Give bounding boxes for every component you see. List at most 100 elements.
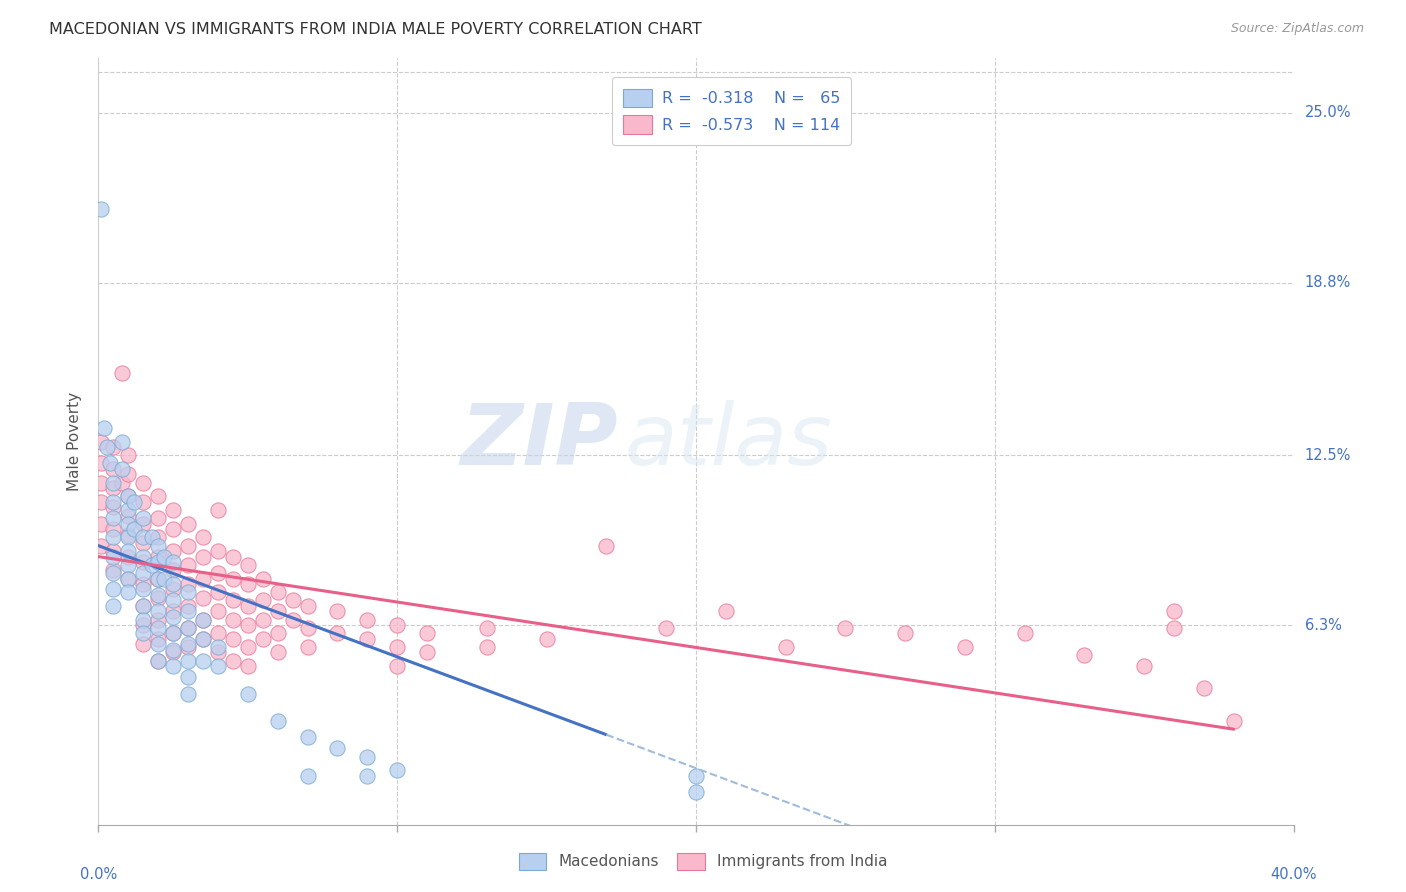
Point: [356, 769, 378, 783]
Point: [103, 481, 125, 495]
Point: [191, 613, 214, 627]
Point: [111, 366, 134, 380]
Point: [162, 659, 184, 673]
Point: [132, 599, 155, 613]
Point: [207, 659, 229, 673]
Point: [1014, 626, 1036, 640]
Point: [148, 572, 170, 586]
Point: [207, 566, 229, 580]
Point: [132, 637, 155, 651]
Point: [90, 516, 112, 531]
Text: 18.8%: 18.8%: [1305, 275, 1351, 290]
Point: [177, 599, 200, 613]
Point: [297, 731, 319, 745]
Point: [177, 621, 200, 635]
Point: [162, 626, 184, 640]
Point: [96, 440, 118, 454]
Point: [356, 749, 378, 764]
Point: [132, 582, 155, 597]
Point: [132, 626, 155, 640]
Point: [162, 610, 184, 624]
Point: [153, 572, 176, 586]
Point: [90, 475, 112, 490]
Point: [162, 544, 184, 558]
Point: [894, 626, 917, 640]
Point: [162, 522, 184, 536]
Point: [103, 475, 125, 490]
Point: [536, 632, 558, 646]
Point: [655, 621, 678, 635]
Text: Source: ZipAtlas.com: Source: ZipAtlas.com: [1230, 22, 1364, 36]
Point: [1133, 659, 1156, 673]
Point: [191, 654, 214, 668]
Point: [222, 613, 245, 627]
Text: 25.0%: 25.0%: [1305, 105, 1351, 120]
Text: 12.5%: 12.5%: [1305, 448, 1351, 463]
Point: [207, 604, 229, 618]
Point: [326, 626, 349, 640]
Point: [222, 632, 245, 646]
Point: [132, 613, 155, 627]
Point: [1073, 648, 1095, 663]
Point: [191, 632, 214, 646]
Point: [103, 495, 125, 509]
Point: [117, 448, 139, 462]
Point: [191, 613, 214, 627]
Point: [90, 202, 112, 216]
Point: [685, 785, 707, 799]
Point: [177, 585, 200, 599]
Point: [385, 618, 409, 632]
Point: [132, 475, 155, 490]
Point: [953, 640, 976, 654]
Point: [162, 642, 184, 657]
Point: [236, 687, 259, 701]
Point: [132, 511, 155, 525]
Point: [148, 632, 170, 646]
Point: [267, 626, 290, 640]
Point: [252, 572, 274, 586]
Point: [177, 640, 200, 654]
Point: [207, 585, 229, 599]
Point: [177, 637, 200, 651]
Point: [148, 489, 170, 503]
Point: [103, 599, 125, 613]
Point: [117, 467, 139, 482]
Point: [103, 440, 125, 454]
Point: [124, 522, 146, 536]
Point: [132, 555, 155, 569]
Point: [148, 654, 170, 668]
Point: [191, 530, 214, 544]
Point: [132, 536, 155, 550]
Point: [281, 593, 304, 607]
Point: [177, 654, 200, 668]
Point: [356, 632, 378, 646]
Point: [191, 549, 214, 564]
Point: [162, 604, 184, 618]
Point: [103, 511, 125, 525]
Point: [111, 462, 134, 476]
Point: [103, 462, 125, 476]
Point: [207, 626, 229, 640]
Point: [132, 495, 155, 509]
Point: [117, 527, 139, 541]
Point: [236, 640, 259, 654]
Point: [595, 539, 617, 553]
Point: [1192, 681, 1215, 695]
Point: [90, 434, 112, 449]
Point: [148, 637, 170, 651]
Point: [141, 558, 163, 572]
Point: [281, 613, 304, 627]
Point: [267, 646, 290, 660]
Point: [177, 516, 200, 531]
Point: [117, 516, 139, 531]
Point: [117, 530, 139, 544]
Point: [297, 769, 319, 783]
Point: [1163, 621, 1185, 635]
Text: ZIP: ZIP: [461, 400, 619, 483]
Point: [162, 626, 184, 640]
Point: [236, 618, 259, 632]
Point: [103, 522, 125, 536]
Point: [252, 613, 274, 627]
Point: [385, 640, 409, 654]
Point: [297, 599, 319, 613]
